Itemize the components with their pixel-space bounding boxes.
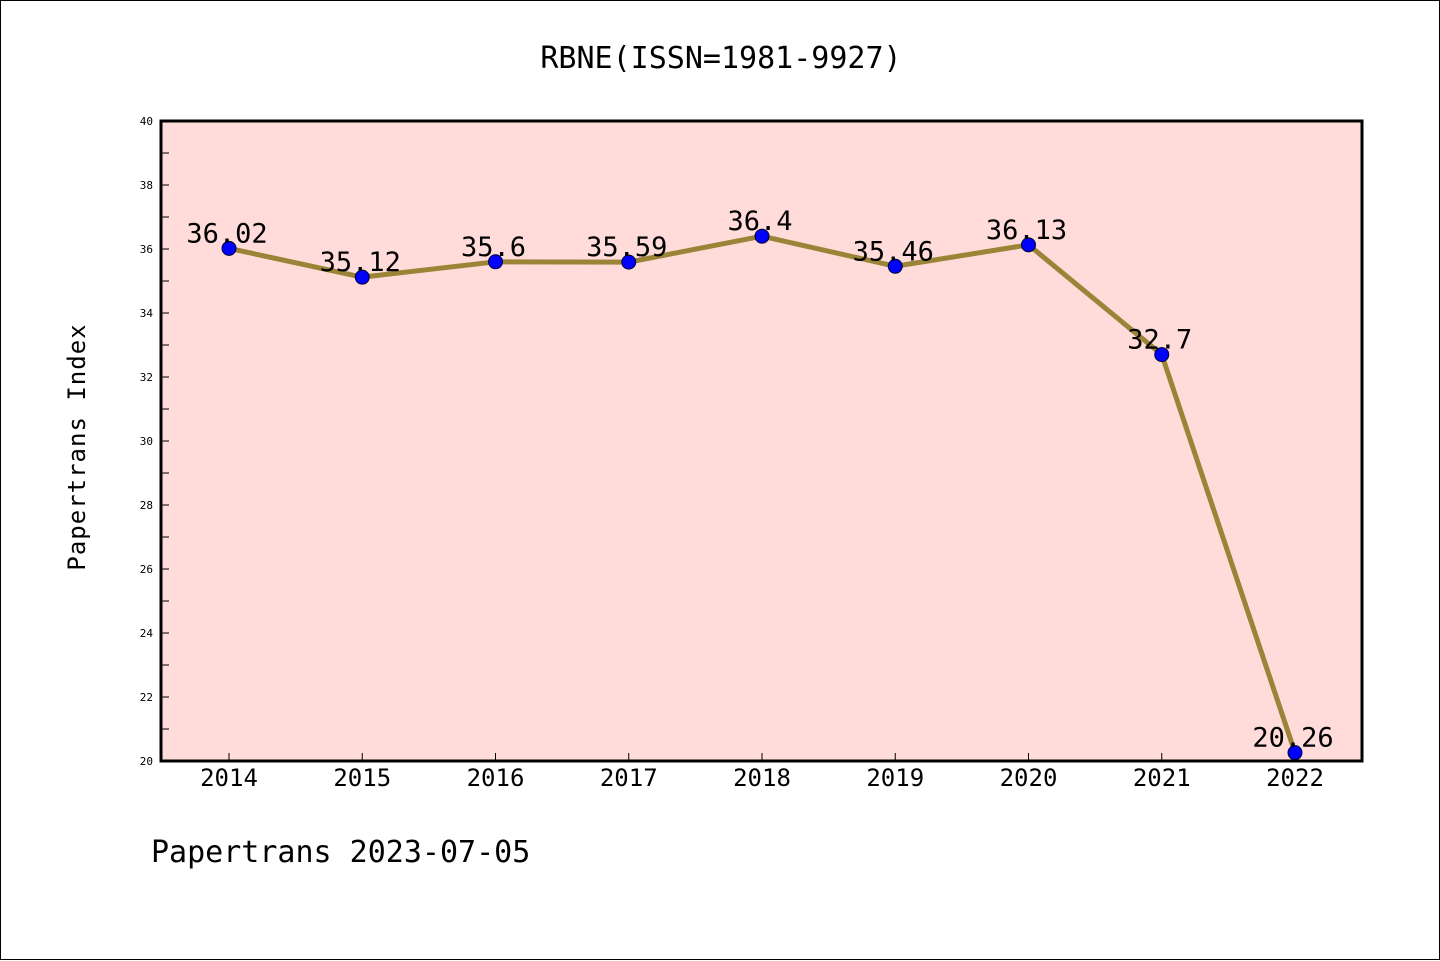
data-label: 35.12 bbox=[320, 247, 401, 278]
data-label: 20.26 bbox=[1252, 723, 1333, 754]
x-tick-label: 2020 bbox=[1000, 764, 1058, 792]
y-tick-label: 30 bbox=[140, 435, 153, 448]
y-tick-label: 24 bbox=[140, 627, 154, 640]
x-tick-label: 2017 bbox=[600, 764, 658, 792]
x-tick-label: 2018 bbox=[733, 764, 791, 792]
data-point bbox=[887, 258, 903, 274]
y-tick-label: 32 bbox=[140, 371, 153, 384]
x-tick-label: 2021 bbox=[1133, 764, 1191, 792]
data-label: 36.02 bbox=[186, 218, 267, 249]
plot-border bbox=[159, 119, 1364, 763]
x-tick-label: 2019 bbox=[866, 764, 924, 792]
chart-title: RBNE(ISSN=1981-9927) bbox=[540, 41, 901, 76]
data-label: 35.6 bbox=[461, 232, 526, 263]
data-label: 35.59 bbox=[586, 232, 667, 263]
data-point bbox=[754, 228, 770, 244]
x-tick-label: 2014 bbox=[200, 764, 258, 792]
y-tick-label: 40 bbox=[140, 115, 153, 128]
y-axis-label: Papertrans Index bbox=[63, 323, 91, 570]
y-tick-label: 36 bbox=[140, 243, 153, 256]
series-layer: 36.02 35.12 35.6 35.59 36.4 35.46 36.13 32.7 20.… bbox=[186, 206, 1334, 761]
x-tick-label: 2015 bbox=[333, 764, 391, 792]
y-tick-label: 20 bbox=[140, 755, 153, 768]
data-point bbox=[1021, 237, 1036, 253]
data-point bbox=[221, 240, 237, 256]
data-point bbox=[621, 254, 637, 270]
y-tick-label: 38 bbox=[140, 179, 153, 192]
data-point bbox=[1154, 347, 1170, 363]
x-tick-label: 2016 bbox=[467, 764, 525, 792]
y-tick-label: 28 bbox=[140, 499, 153, 512]
data-label: 32.7 bbox=[1127, 325, 1192, 356]
data-point bbox=[354, 269, 370, 285]
y-tick-label: 26 bbox=[140, 563, 153, 576]
x-tick-label: 2022 bbox=[1266, 764, 1324, 792]
x-axis: 2014 2015 2016 2017 2018 2019 2020 2021 2022 bbox=[200, 753, 1324, 792]
data-label: 36.13 bbox=[986, 215, 1067, 246]
y-tick-label: 34 bbox=[140, 307, 154, 320]
y-axis: 20 22 24 26 28 30 32 34 36 38 40 bbox=[140, 115, 169, 768]
data-point bbox=[488, 254, 503, 270]
y-tick-label: 22 bbox=[140, 691, 153, 704]
data-label: 35.46 bbox=[853, 236, 934, 267]
data-label: 36.4 bbox=[727, 206, 792, 237]
plot-area bbox=[161, 121, 1362, 761]
footer-credit: Papertrans 2023-07-05 bbox=[151, 835, 531, 870]
